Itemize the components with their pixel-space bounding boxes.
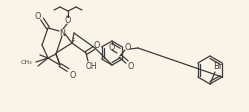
Text: O: O (94, 41, 100, 50)
Text: CH₃: CH₃ (20, 59, 32, 65)
Text: OH: OH (85, 61, 97, 70)
Text: O: O (125, 42, 131, 52)
Text: O: O (35, 12, 41, 20)
Text: Br: Br (213, 61, 223, 70)
Text: O: O (109, 42, 115, 52)
Text: O: O (128, 61, 134, 70)
Text: O: O (65, 15, 71, 25)
Text: O: O (70, 70, 76, 80)
Text: N: N (59, 28, 65, 38)
